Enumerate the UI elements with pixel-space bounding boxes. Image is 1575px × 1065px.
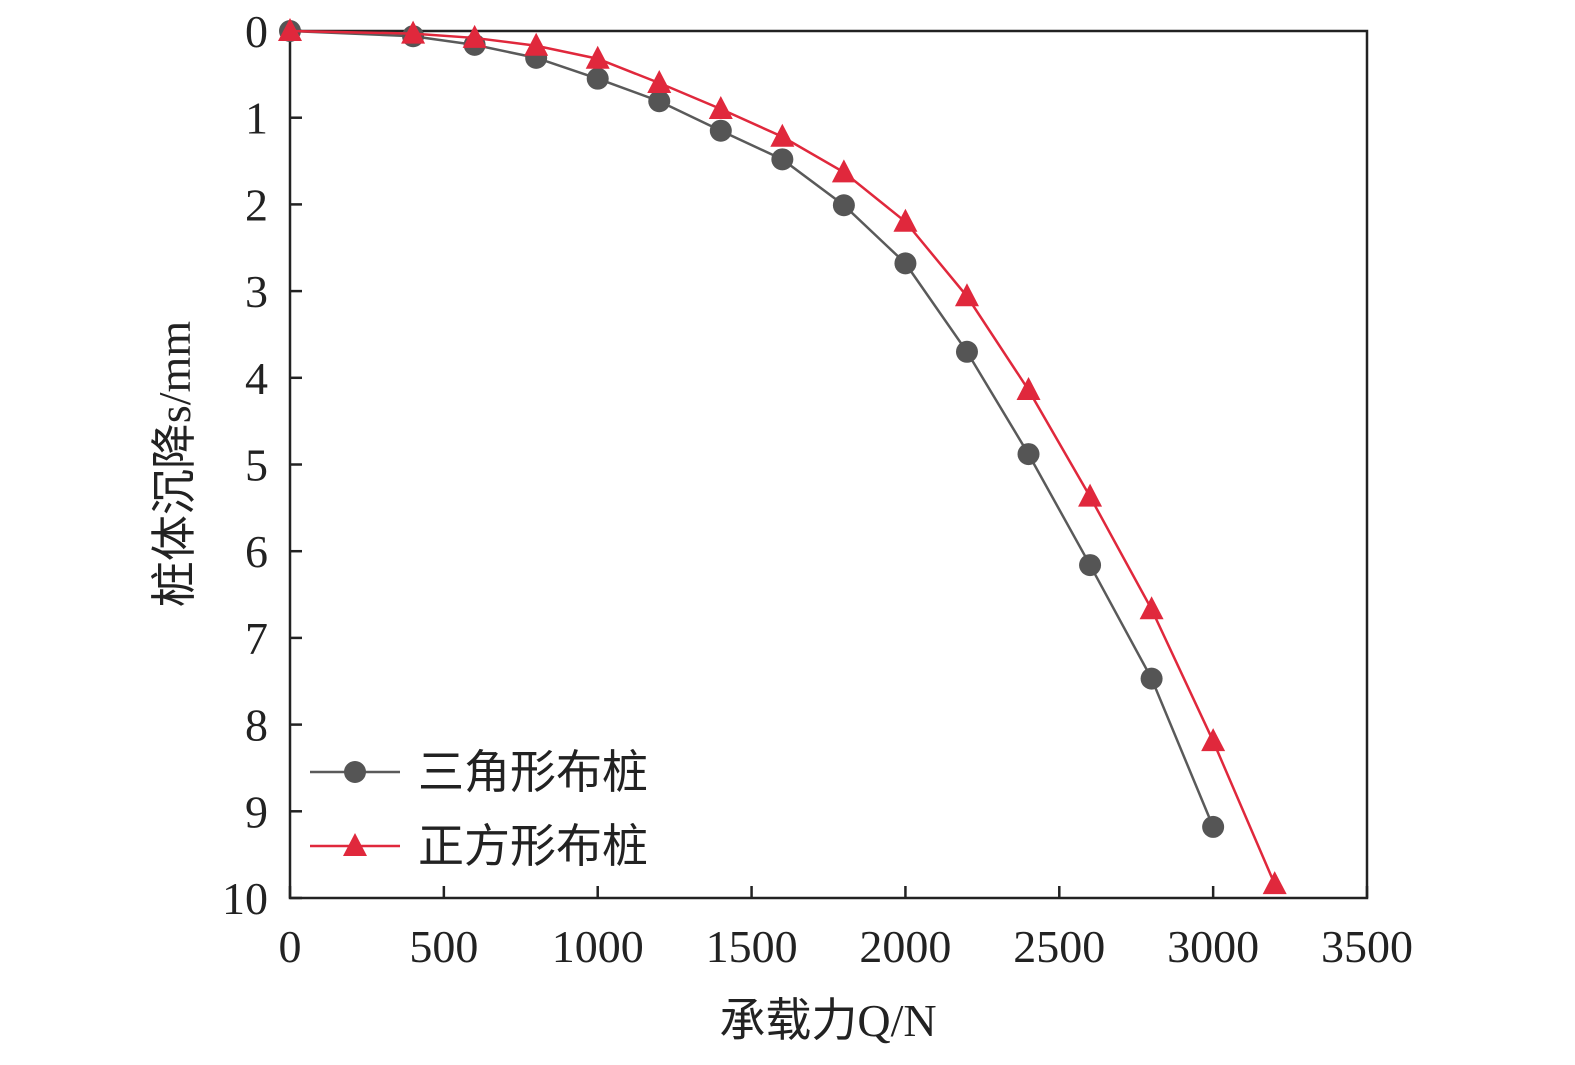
x-tick-label: 3000: [1167, 921, 1259, 972]
data-point-circle: [709, 119, 732, 142]
y-tick-label: 9: [245, 786, 268, 837]
data-point-triangle: [770, 123, 795, 147]
series-line: [289, 29, 1276, 885]
data-point-circle: [1140, 667, 1163, 690]
data-point-triangle: [647, 70, 672, 94]
data-point-circle: [955, 340, 978, 363]
legend-triangle-icon: [343, 833, 367, 856]
y-tick-label: 10: [222, 873, 268, 924]
y-tick-label: 8: [245, 700, 268, 751]
x-tick-label: 500: [409, 921, 478, 972]
x-tick-label: 0: [279, 921, 302, 972]
y-tick-label: 6: [245, 526, 268, 577]
legend: 三角形布桩 正方形布桩: [310, 747, 648, 872]
data-point-circle: [771, 148, 794, 171]
series-line: [289, 29, 1215, 828]
data-point-circle: [648, 90, 671, 113]
data-point-triangle: [893, 208, 918, 232]
x-tick-label: 3500: [1321, 921, 1413, 972]
x-tick-label: 2500: [1013, 921, 1105, 972]
data-point-triangle: [1262, 871, 1287, 895]
data-point-triangle: [1139, 596, 1164, 620]
y-axis-label: 桩体沉降s/mm: [149, 321, 200, 607]
y-tick-label: 5: [245, 440, 268, 491]
y-tick-label: 4: [245, 353, 268, 404]
data-point-triangle: [462, 24, 487, 48]
y-tick-label: 0: [245, 6, 268, 57]
data-point-circle: [894, 252, 917, 275]
data-point-triangle: [954, 283, 979, 307]
data-point-triangle: [1078, 483, 1103, 507]
data-point-circle: [832, 194, 855, 217]
x-tick-label: 2000: [859, 921, 951, 972]
x-tick-label: 1000: [552, 921, 644, 972]
data-point-triangle: [401, 20, 426, 44]
data-point-circle: [1202, 815, 1225, 838]
data-point-triangle: [585, 45, 610, 69]
data-point-triangle: [524, 32, 549, 56]
y-tick-label: 7: [245, 613, 268, 664]
legend-label-triangle-layout: 三角形布桩: [418, 747, 648, 798]
data-point-circle: [1079, 554, 1102, 577]
data-point-triangle: [278, 18, 302, 41]
data-point-triangle: [831, 159, 856, 183]
x-axis-label: 承载力Q/N: [719, 995, 936, 1046]
data-point-triangle: [1016, 376, 1041, 400]
data-point-triangle: [1201, 728, 1226, 752]
data-point-circle: [586, 67, 609, 90]
data-point-circle: [1017, 443, 1040, 466]
y-tick-label: 2: [245, 179, 268, 230]
y-tick-label: 1: [245, 93, 268, 144]
legend-label-square-layout: 正方形布桩: [418, 821, 648, 872]
series-square-layout: [278, 18, 1287, 895]
series-triangle-layout: [279, 20, 1225, 838]
y-tick-label: 3: [245, 266, 268, 317]
x-tick-label: 1500: [706, 921, 798, 972]
data-point-triangle: [708, 96, 733, 120]
legend-circle-icon: [344, 761, 366, 783]
